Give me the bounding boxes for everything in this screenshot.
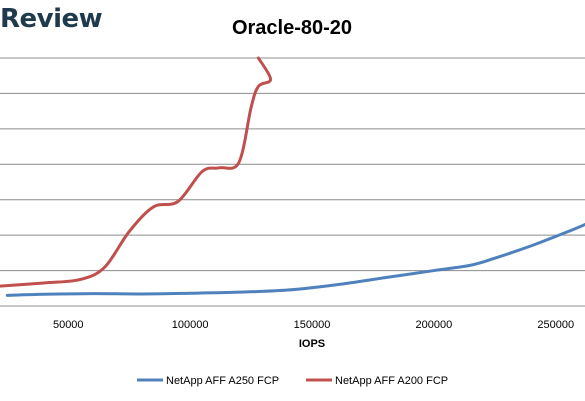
legend-label: NetApp AFF A200 FCP bbox=[335, 375, 448, 387]
chart-title: Oracle-80-20 bbox=[232, 17, 352, 39]
series-line-1 bbox=[5, 223, 585, 297]
legend: NetApp AFF A250 FCP NetApp AFF A200 FCP bbox=[137, 375, 448, 387]
x-tick-label: 100000 bbox=[172, 319, 209, 331]
x-axis-label: IOPS bbox=[299, 338, 325, 350]
legend-label: NetApp AFF A250 FCP bbox=[166, 375, 279, 387]
x-tick-label: 200000 bbox=[416, 319, 453, 331]
series-line-2 bbox=[0, 56, 273, 288]
x-tick-label: 150000 bbox=[294, 319, 331, 331]
brand-logo-text: Review bbox=[0, 4, 103, 34]
x-tick-label: 50000 bbox=[53, 319, 84, 331]
gridlines bbox=[0, 57, 585, 307]
x-tick-label: 250000 bbox=[537, 319, 574, 331]
series-lines bbox=[0, 56, 585, 297]
x-tick-labels: 50000 100000 150000 200000 250000 bbox=[53, 319, 574, 331]
